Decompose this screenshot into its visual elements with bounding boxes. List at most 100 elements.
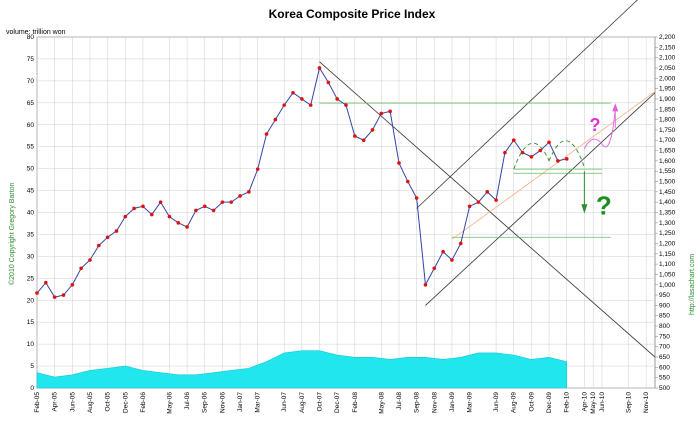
price-point xyxy=(97,243,101,248)
price-point xyxy=(308,103,313,107)
price-point xyxy=(397,161,401,165)
left-tick-label: 80 xyxy=(27,34,35,41)
right-tick-label: 1,200 xyxy=(659,240,676,247)
x-tick-label: May-08 xyxy=(378,392,385,414)
price-point xyxy=(229,200,234,204)
x-tick-label: Dec-09 xyxy=(546,392,553,413)
x-tick-label: Apr-05 xyxy=(52,392,59,412)
right-tick-label: 800 xyxy=(659,323,670,330)
left-tick-label: 15 xyxy=(27,319,35,326)
right-tick-label: 1,400 xyxy=(659,199,676,206)
price-point xyxy=(167,214,172,219)
volume-series-area xyxy=(36,350,568,389)
left-shoulder-arc xyxy=(513,142,550,170)
price-point xyxy=(485,190,490,194)
x-tick-label: Jun-07 xyxy=(281,392,288,412)
x-tick-label: Jan-09 xyxy=(449,392,456,412)
right-tick-label: 750 xyxy=(659,333,670,340)
price-point xyxy=(406,179,410,184)
x-tick-label: Jun-10 xyxy=(599,392,606,412)
price-point xyxy=(176,221,181,225)
median-channel-line xyxy=(451,91,656,240)
right-tick-label: 1,500 xyxy=(659,179,676,186)
x-tick-label: Dec-05 xyxy=(122,392,129,413)
x-tick-label: Jun-05 xyxy=(69,392,76,412)
left-tick-label: 20 xyxy=(27,297,35,304)
trend-lines xyxy=(319,0,656,358)
price-point xyxy=(547,140,551,145)
right-tick-label: 1,550 xyxy=(659,168,676,175)
right-tick-label: 1,950 xyxy=(659,86,676,93)
price-point xyxy=(494,198,498,202)
price-point xyxy=(52,295,57,299)
left-tick-label: 0 xyxy=(30,385,34,392)
right-tick-label: 500 xyxy=(659,385,670,392)
x-tick-label: Jul-08 xyxy=(396,392,403,410)
right-tick-label: 1,450 xyxy=(659,189,676,196)
left-tick-label: 65 xyxy=(27,100,35,107)
right-tick-label: 700 xyxy=(659,344,670,351)
price-point xyxy=(353,134,357,138)
left-tick-label: 40 xyxy=(27,210,35,217)
lower-channel-line xyxy=(425,92,656,306)
question-mark-up: ? xyxy=(589,115,600,135)
left-tick-label: 55 xyxy=(27,144,35,151)
right-tick-label: 1,000 xyxy=(659,282,676,289)
price-point xyxy=(335,97,339,101)
volume-area xyxy=(36,350,568,389)
price-point xyxy=(44,280,48,285)
price-point xyxy=(300,97,304,101)
price-point xyxy=(564,157,569,161)
price-point xyxy=(503,150,507,155)
x-tick-label: Feb-08 xyxy=(352,392,359,413)
axis-ticks: 807570656055504540353025201510502,2002,1… xyxy=(27,34,676,414)
price-point xyxy=(476,200,481,204)
price-point xyxy=(291,90,295,95)
right-tick-label: 1,900 xyxy=(659,96,676,103)
right-tick-label: 550 xyxy=(659,375,670,382)
price-point xyxy=(194,208,198,213)
price-point xyxy=(361,138,366,143)
price-point xyxy=(467,204,472,209)
price-point xyxy=(79,266,83,271)
left-tick-label: 70 xyxy=(27,78,35,85)
right-tick-label: 1,650 xyxy=(659,148,676,155)
url-text: http://lasachart.com xyxy=(689,254,696,315)
x-tick-label: Feb-10 xyxy=(564,392,571,413)
x-tick-label: Sep-08 xyxy=(414,392,421,413)
price-point xyxy=(388,109,392,114)
x-tick-label: Sep-10 xyxy=(626,392,633,413)
upper-channel-line xyxy=(416,0,638,209)
price-point xyxy=(458,241,463,246)
price-point xyxy=(273,117,278,122)
x-tick-label: Nov-08 xyxy=(431,392,438,413)
price-point xyxy=(511,138,516,143)
right-tick-label: 850 xyxy=(659,313,670,320)
price-point xyxy=(61,293,66,297)
right-tick-label: 600 xyxy=(659,364,670,371)
right-tick-label: 2,000 xyxy=(659,75,676,82)
right-tick-label: 1,100 xyxy=(659,261,676,268)
x-tick-label: Dec-07 xyxy=(334,392,341,413)
x-tick-label: Aug-05 xyxy=(87,392,94,413)
price-point xyxy=(450,258,454,262)
price-point xyxy=(105,235,110,240)
right-tick-label: 1,800 xyxy=(659,117,676,124)
price-point xyxy=(317,66,322,70)
x-tick-label: Oct-09 xyxy=(528,392,535,412)
price-point xyxy=(35,291,39,295)
price-point xyxy=(556,159,560,163)
price-point xyxy=(202,204,207,209)
x-tick-label: Nov-10 xyxy=(643,392,650,413)
price-point xyxy=(326,80,331,85)
x-tick-label: Nov-06 xyxy=(219,392,226,413)
price-point xyxy=(141,204,145,209)
x-tick-label: May-10 xyxy=(590,392,597,414)
price-point xyxy=(414,196,419,200)
x-tick-label: Feb-05 xyxy=(34,392,41,413)
right-tick-label: 1,850 xyxy=(659,106,676,113)
price-point xyxy=(132,206,136,211)
downtrend-line xyxy=(319,61,656,358)
price-point xyxy=(538,148,543,153)
price-point xyxy=(432,266,437,271)
